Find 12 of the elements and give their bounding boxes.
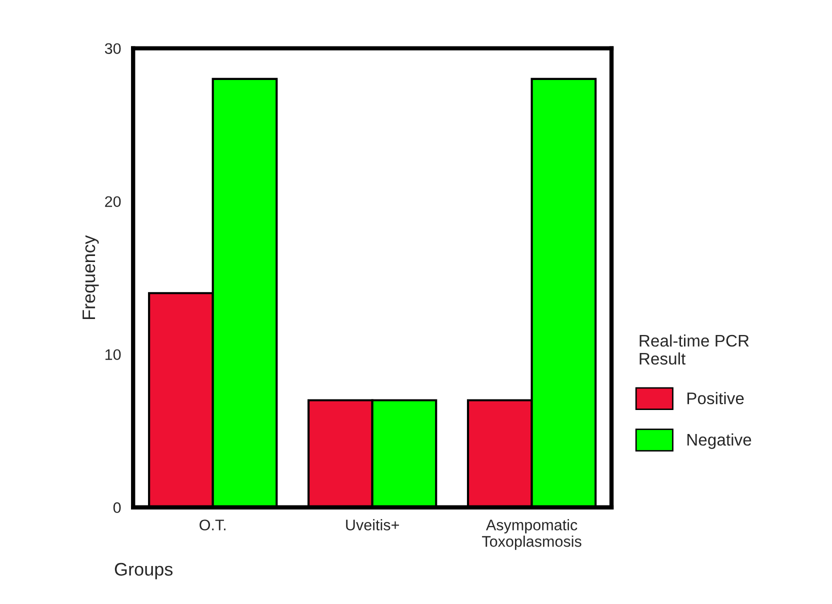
legend-title: Real-time PCR Result bbox=[640, 334, 749, 365]
y-tick-label: 20 bbox=[105, 196, 121, 208]
x-tick-label: Asympomatic Toxoplasmosis bbox=[482, 519, 582, 550]
y-axis-title: Frequency bbox=[82, 235, 99, 320]
x-axis-title: Groups bbox=[114, 562, 173, 580]
legend-label: Positive bbox=[687, 392, 744, 404]
x-tick-label: Uveitis+ bbox=[346, 519, 399, 530]
y-tick-label: 30 bbox=[104, 43, 121, 54]
x-tick-label: O.T. bbox=[200, 520, 226, 530]
legend-label: Negative bbox=[687, 433, 752, 449]
y-tick-label: 10 bbox=[105, 349, 121, 360]
y-tick-label: 0 bbox=[113, 502, 121, 514]
